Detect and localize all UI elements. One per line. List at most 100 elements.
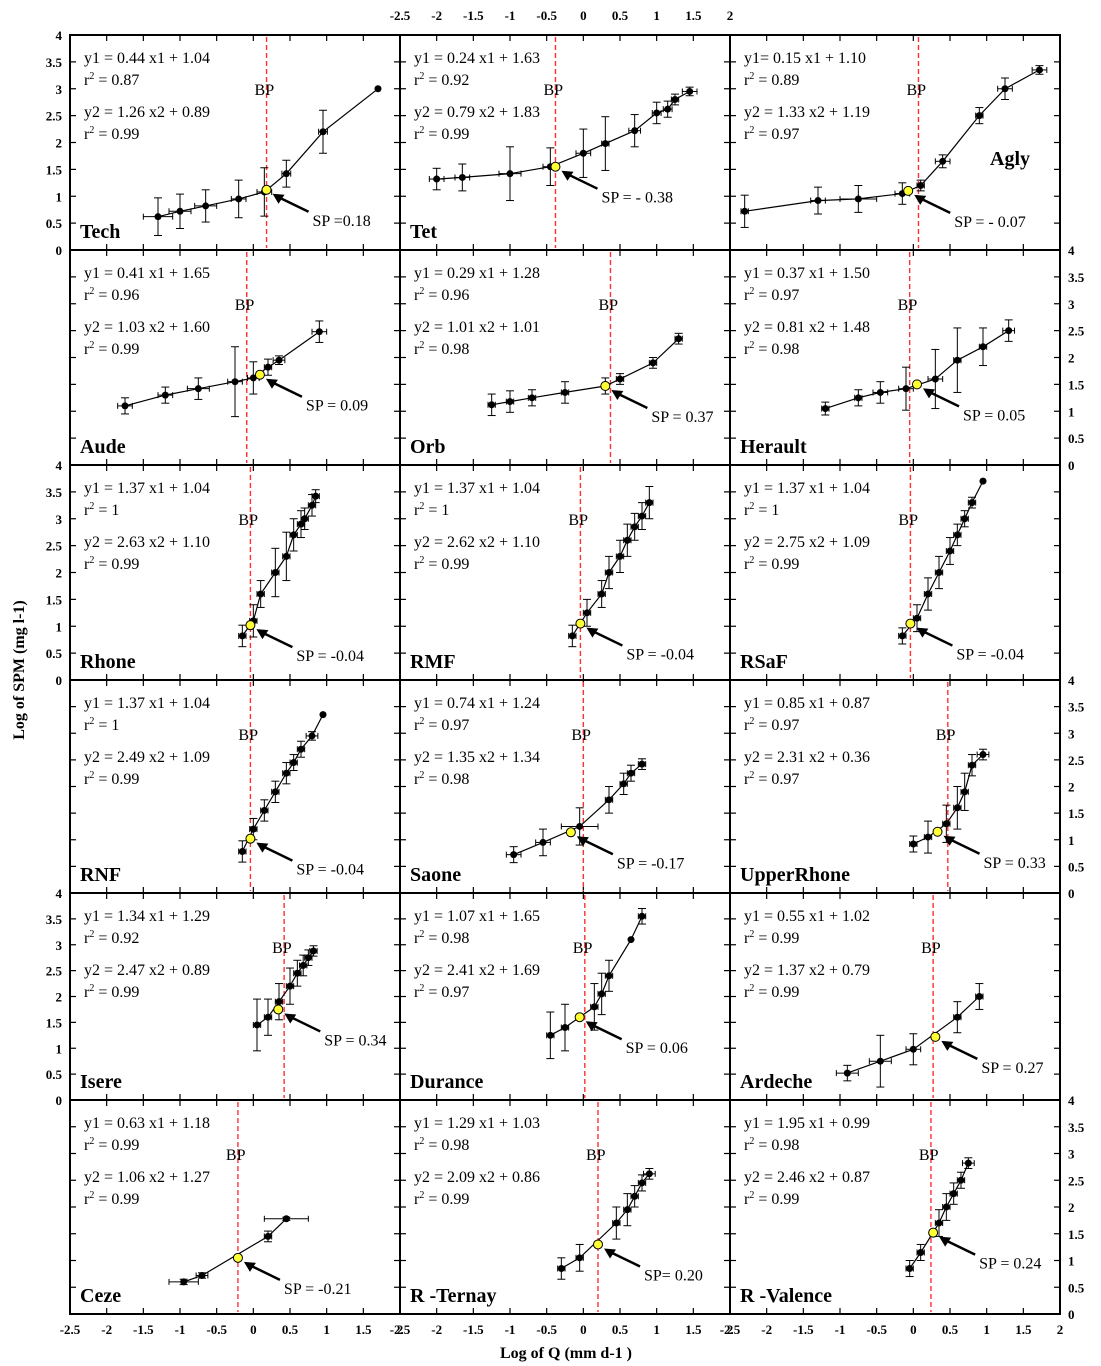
river-name: R -Valence — [740, 1285, 832, 1307]
switch-point — [928, 1227, 939, 1238]
river-name: Agly — [990, 148, 1030, 170]
equation-2: y2 = 0.79 x2 + 1.83 — [414, 104, 540, 121]
data-point — [264, 1013, 272, 1021]
data-point — [935, 569, 943, 576]
data-point — [590, 1003, 598, 1011]
data-point — [1005, 327, 1013, 335]
data-point — [293, 969, 301, 977]
y-tick-label: 1 — [1068, 833, 1075, 848]
y-tick-label: 2 — [56, 566, 63, 581]
r-squared-2: r2 = 0.98 — [414, 770, 469, 788]
bp-label: BP — [543, 82, 563, 99]
data-point — [671, 96, 679, 103]
y-tick-label: 4 — [1068, 1093, 1075, 1108]
x-tick-label: -0.5 — [536, 8, 557, 23]
river-name: Aude — [80, 436, 126, 458]
x-tick-label: -2.5 — [390, 8, 411, 23]
data-point — [598, 990, 606, 998]
x-tick-label: 2 — [397, 1322, 404, 1337]
r-squared-2: r2 = 0.99 — [414, 555, 469, 573]
data-point — [917, 182, 925, 189]
x-tick-label: -2.5 — [390, 1322, 411, 1337]
sp-label: SP = 0.37 — [651, 409, 713, 426]
x-tick-label: 2 — [727, 8, 734, 23]
x-tick-label: 0 — [580, 8, 587, 23]
data-point — [821, 405, 829, 413]
panel-isere: y1 = 1.34 x1 + 1.29 r2 = 0.92 y2 = 2.47 x2… — [69, 892, 401, 1101]
y-tick-label: 3.5 — [1068, 1120, 1085, 1135]
data-point — [176, 207, 184, 215]
y-tick-label: 2 — [1068, 351, 1075, 366]
data-point — [902, 385, 910, 393]
equation-1: y1 = 1.37 x1 + 1.04 — [84, 480, 210, 497]
data-point — [939, 157, 947, 165]
sp-label: SP =0.18 — [313, 213, 371, 230]
data-point — [458, 173, 466, 181]
switch-point — [574, 1012, 585, 1023]
equation-2: y2 = 2.63 x2 + 1.10 — [84, 534, 210, 551]
y-tick-label: 3.5 — [46, 485, 63, 500]
data-point — [308, 501, 316, 509]
river-name: Ardeche — [740, 1071, 812, 1093]
data-point — [854, 195, 862, 203]
data-point — [308, 732, 316, 740]
data-point — [942, 1203, 950, 1211]
equation-2: y2 = 1.37 x2 + 0.79 — [744, 962, 870, 979]
river-name: RSaF — [740, 651, 788, 673]
data-point — [675, 335, 683, 343]
data-point — [238, 847, 246, 855]
y-tick-label: 3 — [1068, 297, 1075, 312]
r-squared-2: r2 = 0.99 — [84, 340, 139, 358]
data-point — [301, 515, 309, 523]
x-tick-label: -2 — [431, 1322, 442, 1337]
r-squared-2: r2 = 0.97 — [414, 983, 469, 1001]
r-squared-2: r2 = 0.99 — [84, 555, 139, 573]
y-tick-label: 2.5 — [1068, 753, 1085, 768]
data-point — [249, 374, 257, 382]
panel-r--ternay: y1 = 1.29 x1 + 1.03 r2 = 0.98 y2 = 2.09 x2… — [399, 1099, 731, 1315]
data-point — [913, 614, 921, 622]
data-point — [906, 1265, 914, 1273]
bp-label: BP — [255, 82, 275, 99]
r-squared-2: r2 = 0.99 — [414, 1190, 469, 1208]
data-point — [264, 1232, 272, 1240]
equation-2: y2 = 2.31 x2 + 0.36 — [744, 749, 870, 766]
data-point — [579, 149, 587, 157]
y-tick-label: 2.5 — [46, 539, 63, 554]
sp-label: SP = 0.34 — [324, 1032, 386, 1049]
y-tick-label: 0 — [1068, 1307, 1075, 1322]
river-name: Durance — [410, 1071, 483, 1093]
r-squared-1: r2 = 0.97 — [414, 716, 469, 734]
sp-arrow-head — [939, 1236, 952, 1247]
data-point — [528, 394, 536, 402]
r-squared-1: r2 = 0.92 — [84, 929, 139, 947]
data-point — [953, 356, 961, 364]
switch-point — [261, 184, 272, 195]
x-tick-label: -2.5 — [60, 1322, 81, 1337]
sp-arrow-head — [256, 842, 269, 853]
panel-tet: y1 = 0.24 x1 + 1.63 r2 = 0.92 y2 = 0.79 x2… — [399, 34, 731, 251]
river-name: Herault — [740, 436, 807, 458]
sp-arrow-head — [561, 170, 574, 181]
data-point — [968, 499, 976, 507]
y-tick-label: 0.5 — [46, 1067, 63, 1082]
equation-1: y1 = 0.37 x1 + 1.50 — [744, 265, 870, 282]
bp-label: BP — [568, 512, 588, 529]
x-tick-label: -1.5 — [793, 1322, 814, 1337]
data-point — [601, 140, 609, 148]
data-point — [312, 492, 320, 500]
y-tick-label: 1 — [56, 1041, 63, 1056]
r-squared-2: r2 = 0.98 — [744, 340, 799, 358]
data-point — [946, 547, 954, 555]
equation-1: y1 = 0.41 x1 + 1.65 — [84, 265, 210, 282]
x-tick-label: 1 — [323, 1322, 330, 1337]
sp-label: SP = - 0.38 — [601, 190, 673, 207]
regression-line — [825, 330, 1010, 410]
x-tick-label: 1.5 — [1015, 1322, 1032, 1337]
tick-labels: -2.5 -2 -1.5 -1 -0.5 0 0.5 1 1.5 2-2.5 -2 -1.5 -1 -0.… — [46, 8, 1085, 1337]
r-squared-1: r2 = 1 — [84, 716, 119, 734]
regression-line — [491, 338, 680, 406]
river-name: R -Ternay — [410, 1285, 496, 1307]
x-tick-label: 0 — [910, 1322, 917, 1337]
